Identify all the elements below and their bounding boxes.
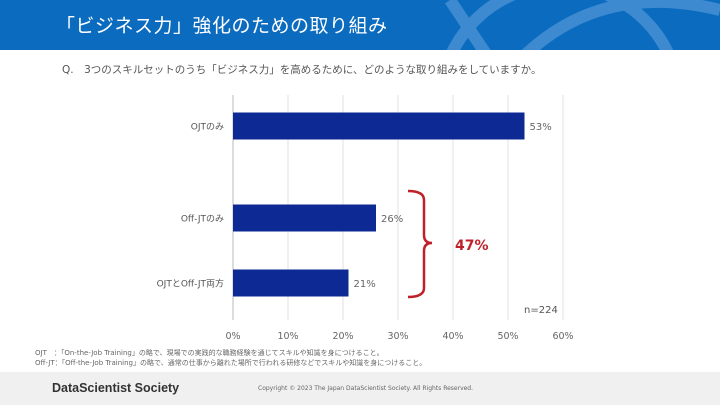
brand-logo: DataScientist Society [52, 381, 180, 395]
category-label: OJTのみ [191, 122, 224, 133]
note-ojt: OJT ：「On-the-Job Training」の略で、現場での実践的な職務… [35, 349, 384, 357]
page-title: 「ビジネス力」強化のための取り組み [56, 15, 388, 37]
bar [233, 112, 525, 140]
x-tick-label: 50% [497, 331, 518, 342]
bar [233, 204, 376, 232]
question-text: Q. 3つのスキルセットのうち「ビジネス力」を高めるために、どのような取り組みを… [62, 64, 542, 76]
bracket [407, 189, 433, 299]
decorative-globe-icon [445, 0, 720, 50]
footnotes: OJT ：「On-the-Job Training」の略で、現場での実践的な職務… [35, 348, 426, 368]
x-tick-label: 60% [552, 331, 573, 342]
header-bar: 「ビジネス力」強化のための取り組み [0, 0, 720, 50]
bar-chart: 0% 10% 20% 30% 40% 50% 60% OJTのみ 53% Off-JTのみ 26% O… [157, 95, 574, 342]
x-tick-label: 0% [225, 331, 240, 342]
copyright: Copyright © 2023 The Japan DataScientist… [258, 385, 474, 392]
data-label: 53% [530, 122, 552, 133]
footer: DataScientist Society Copyright © 2023 T… [0, 372, 720, 405]
data-label: 26% [381, 214, 403, 225]
x-tick-label: 40% [442, 331, 463, 342]
x-tick-label: 20% [332, 331, 353, 342]
data-label: 21% [354, 279, 376, 290]
bar [233, 269, 349, 297]
annotation-label: 47% [455, 238, 489, 254]
x-tick-label: 30% [387, 331, 408, 342]
category-label: Off-JTのみ [181, 214, 224, 225]
category-label: OJTとOff-JT両方 [157, 278, 224, 290]
sample-size-label: n=224 [524, 305, 558, 316]
x-tick-label: 10% [277, 331, 298, 342]
note-offjt: Off-JT：「Off-the-Job Training」の略で、通常の仕事から… [35, 359, 427, 367]
